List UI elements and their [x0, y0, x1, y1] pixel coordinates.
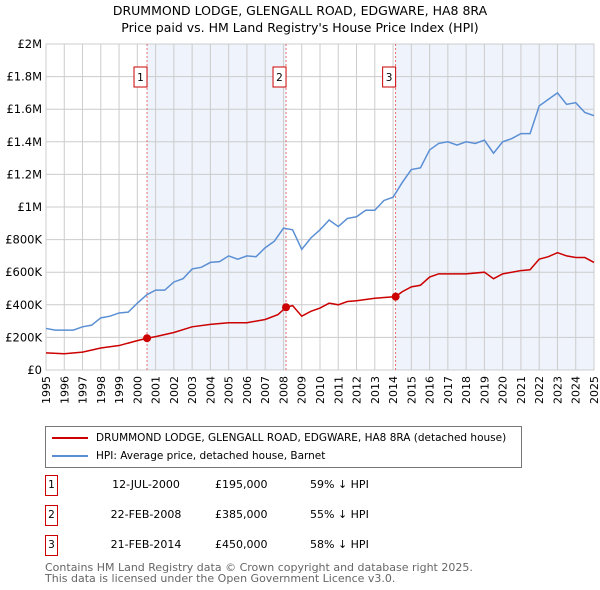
x-tick-label: 2008 [277, 376, 290, 404]
sale-row: 2 22-FEB-2008 £385,000 55% ↓ HPI [45, 505, 445, 526]
x-tick-label: 1997 [77, 376, 90, 404]
x-tick-label: 2005 [223, 376, 236, 404]
property-price-line [45, 251, 595, 355]
y-tick-label: £2M [17, 37, 42, 51]
chart-subtitle: Price paid vs. HM Land Registry's House … [121, 20, 479, 35]
x-tick-label: 2019 [478, 376, 491, 404]
sale-date: 22-FEB-2008 [110, 508, 182, 521]
x-tick-label: 2022 [533, 376, 546, 404]
legend-swatch-property [52, 437, 88, 439]
y-tick-label: £200K [5, 330, 42, 344]
sale-badge: 1 [45, 475, 58, 496]
x-tick-label: 2004 [204, 376, 217, 404]
x-tick-label: 2016 [424, 376, 437, 404]
x-tick-label: 2015 [405, 376, 418, 404]
y-tick-label: £1.6M [6, 102, 42, 116]
x-tick-label: 2011 [332, 376, 345, 404]
footer-line-1: Contains HM Land Registry data © Crown c… [45, 561, 473, 574]
x-tick-label: 2003 [186, 376, 199, 404]
x-tick-label: 1995 [40, 376, 53, 404]
chart-title: DRUMMOND LODGE, GLENGALL ROAD, EDGWARE, … [112, 3, 488, 18]
sale-marker-label: 3 [386, 72, 393, 84]
sale-hpi: 55% ↓ HPI [310, 508, 369, 521]
legend-label-hpi: HPI: Average price, detached house, Barn… [96, 450, 326, 462]
sale-point [143, 334, 152, 343]
y-tick-label: £0 [27, 363, 42, 377]
sale-price: £385,000 [215, 508, 268, 521]
y-tick-label: £1M [17, 200, 42, 214]
sale-marker-label: 1 [137, 72, 144, 84]
sale-marker-box [382, 66, 397, 88]
x-tick-label: 1998 [95, 376, 108, 404]
y-tick-label: £1.8M [6, 70, 42, 84]
x-tick-label: 2018 [460, 376, 473, 404]
chart-plot: 1995 1996 1997 1998 1999 2000 2001 2002 2003 2004… [5, 37, 600, 404]
sale-date: 21-FEB-2014 [110, 538, 182, 551]
sale-row: 3 21-FEB-2014 £450,000 58% ↓ HPI [45, 535, 445, 556]
sale-point [282, 303, 291, 312]
sale-hpi: 58% ↓ HPI [310, 538, 369, 551]
x-tick-label: 2017 [442, 376, 455, 404]
sale-point [391, 292, 400, 301]
y-tick-label: £1.4M [6, 135, 42, 149]
sale-hpi: 59% ↓ HPI [310, 478, 369, 491]
x-tick-label: 1999 [113, 376, 126, 404]
x-tick-label: 2010 [314, 376, 327, 404]
sale-badge: 3 [45, 535, 58, 556]
legend-swatch-hpi [52, 455, 88, 457]
y-tick-label: £800K [5, 233, 42, 247]
x-tick-label: 2000 [131, 376, 144, 404]
x-tick-label: 2025 [588, 376, 600, 404]
x-tick-label: 2009 [296, 376, 309, 404]
x-tick-label: 2020 [497, 376, 510, 404]
x-tick-label: 2021 [515, 376, 528, 404]
sale-price: £195,000 [215, 478, 268, 491]
x-tick-label: 2007 [259, 376, 272, 404]
sale-price: £450,000 [215, 538, 268, 551]
x-tick-label: 2024 [570, 376, 583, 404]
sale-row: 1 12-JUL-2000 £195,000 59% ↓ HPI [45, 475, 445, 496]
sale-marker-label: 2 [276, 72, 283, 84]
footer-line-2: This data is licensed under the Open Gov… [45, 572, 396, 585]
hpi-line [45, 91, 595, 331]
x-tick-label: 2013 [369, 376, 382, 404]
x-tick-label: 1996 [58, 376, 71, 404]
y-tick-label: £600K [5, 265, 42, 279]
sale-badge: 2 [45, 505, 58, 526]
sale-date: 12-JUL-2000 [112, 478, 180, 491]
footer: Contains HM Land Registry data © Crown c… [45, 562, 473, 584]
x-tick-label: 2001 [150, 376, 163, 404]
y-tick-label: £1.2M [6, 167, 42, 181]
x-tick-label: 2014 [387, 376, 400, 404]
x-tick-label: 2002 [168, 376, 181, 404]
sale-marker-box [133, 66, 148, 88]
x-tick-label: 2023 [551, 376, 564, 404]
sale-marker-box [272, 66, 287, 88]
plot-frame [45, 43, 595, 371]
x-tick-label: 2006 [241, 376, 254, 404]
legend-label-property: DRUMMOND LODGE, GLENGALL ROAD, EDGWARE, … [96, 432, 507, 444]
legend: DRUMMOND LODGE, GLENGALL ROAD, EDGWARE, … [45, 426, 522, 468]
y-tick-label: £400K [5, 298, 42, 312]
x-tick-label: 2012 [351, 376, 364, 404]
